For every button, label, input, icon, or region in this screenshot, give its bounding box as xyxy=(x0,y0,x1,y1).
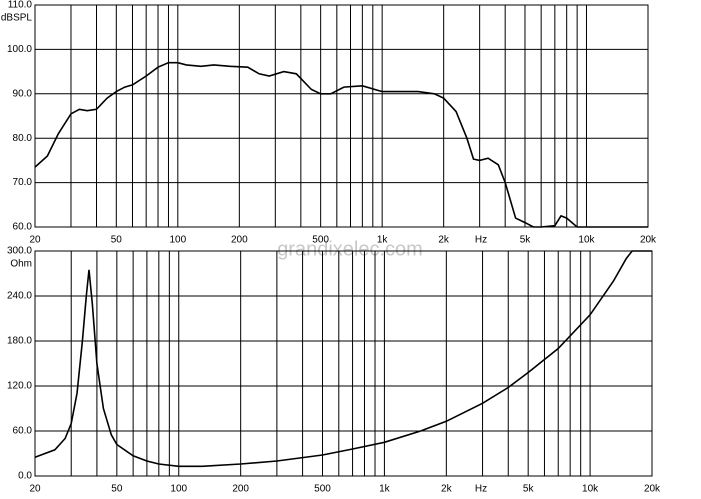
x-tick-label: 500 xyxy=(312,235,329,246)
x-tick-label: 20k xyxy=(640,235,657,246)
curve xyxy=(34,61,648,228)
x-tick-label: 200 xyxy=(231,235,248,246)
y-tick-label: 180.0 xyxy=(7,336,32,347)
y-tick-label: 70.0 xyxy=(13,177,33,188)
y-tick-label: 0.0 xyxy=(18,471,32,482)
x-tick-label: 5k xyxy=(523,484,535,495)
plot-frame xyxy=(34,4,649,228)
x-tick-label: 1k xyxy=(377,235,389,246)
x-tick-label: 20 xyxy=(29,484,41,495)
y-axis-label: dBSPL xyxy=(1,13,33,24)
x-axis-label: Hz xyxy=(475,484,487,495)
curve xyxy=(34,250,652,468)
x-tick-label: 20 xyxy=(29,235,41,246)
x-tick-label: 10k xyxy=(582,484,599,495)
y-axis-label: Ohm xyxy=(10,259,32,270)
y-tick-label: 80.0 xyxy=(13,133,33,144)
x-tick-label: 20k xyxy=(644,484,661,495)
x-tick-label: 1k xyxy=(379,484,391,495)
x-axis-label: Hz xyxy=(475,235,487,246)
x-tick-label: 50 xyxy=(111,235,123,246)
y-tick-label: 120.0 xyxy=(7,381,32,392)
y-tick-label: 300.0 xyxy=(7,246,32,257)
plot-frame xyxy=(34,250,653,477)
watermark: grandixelec.com xyxy=(277,238,423,260)
y-tick-label: 60.0 xyxy=(13,426,33,437)
x-tick-label: 50 xyxy=(111,484,123,495)
y-tick-label: 110.0 xyxy=(8,0,33,11)
x-tick-label: 100 xyxy=(170,484,187,495)
y-tick-label: 100.0 xyxy=(7,44,32,55)
x-tick-label: 100 xyxy=(169,235,186,246)
y-tick-label: 240.0 xyxy=(7,291,32,302)
y-tick-label: 90.0 xyxy=(13,88,33,99)
x-tick-label: 200 xyxy=(232,484,249,495)
y-tick-label: 60.0 xyxy=(13,222,33,233)
x-tick-label: 500 xyxy=(314,484,331,495)
x-tick-label: 2k xyxy=(441,484,453,495)
x-tick-label: 2k xyxy=(438,235,450,246)
x-tick-label: 10k xyxy=(578,235,595,246)
x-tick-label: 5k xyxy=(520,235,532,246)
